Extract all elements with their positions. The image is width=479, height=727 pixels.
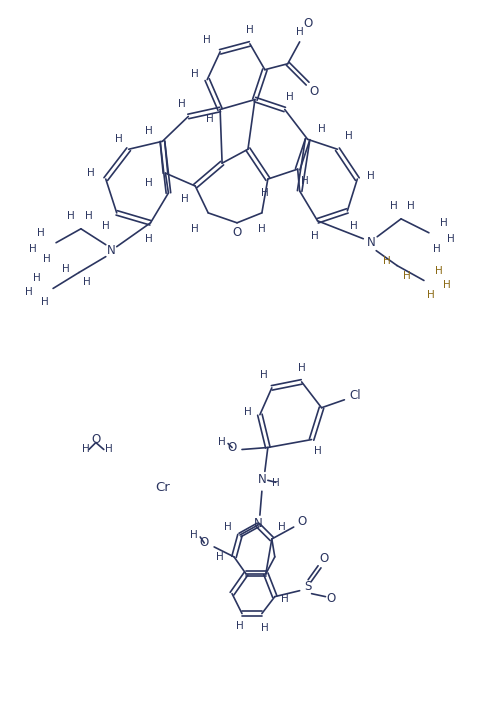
Text: H: H [82, 444, 90, 454]
Text: H: H [311, 230, 319, 241]
Text: H: H [246, 25, 254, 35]
Text: H: H [67, 211, 75, 221]
Text: H: H [145, 178, 152, 188]
Text: H: H [85, 211, 93, 221]
Text: H: H [260, 370, 268, 380]
Text: H: H [427, 290, 435, 300]
Text: H: H [29, 244, 37, 254]
Text: H: H [41, 297, 49, 308]
Text: H: H [25, 287, 33, 297]
Text: H: H [383, 256, 391, 265]
Text: Cl: Cl [350, 390, 361, 402]
Text: H: H [345, 132, 353, 141]
Text: H: H [105, 444, 113, 454]
Text: H: H [281, 594, 289, 603]
Text: H: H [236, 622, 244, 632]
Text: O: O [309, 85, 318, 98]
Text: N: N [253, 517, 262, 529]
Text: H: H [62, 264, 70, 273]
Text: H: H [367, 171, 375, 181]
Text: H: H [301, 176, 308, 186]
Text: H: H [203, 35, 211, 45]
Text: O: O [327, 592, 336, 605]
Text: H: H [182, 194, 189, 204]
Text: N: N [258, 473, 266, 486]
Text: H: H [296, 27, 304, 37]
Text: H: H [433, 244, 441, 254]
Text: H: H [351, 221, 358, 230]
Text: O: O [232, 226, 241, 239]
Text: H: H [407, 201, 415, 211]
Text: O: O [319, 553, 328, 566]
Text: H: H [43, 254, 51, 264]
Text: S: S [304, 580, 311, 593]
Text: N: N [367, 236, 376, 249]
Text: H: H [443, 281, 451, 291]
Text: H: H [298, 363, 306, 373]
Text: O: O [297, 515, 306, 528]
Text: H: H [440, 218, 448, 228]
Text: O: O [200, 537, 209, 550]
Text: H: H [435, 265, 443, 276]
Text: H: H [261, 624, 269, 633]
Text: H: H [286, 92, 294, 102]
Text: H: H [192, 68, 199, 79]
Text: N: N [106, 244, 115, 257]
Text: O: O [228, 441, 237, 454]
Text: H: H [403, 270, 411, 281]
Text: O: O [91, 433, 101, 446]
Text: H: H [390, 201, 398, 211]
Text: H: H [272, 478, 280, 489]
Text: H: H [83, 278, 91, 287]
Text: H: H [179, 99, 186, 108]
Text: H: H [145, 233, 152, 244]
Text: H: H [34, 273, 41, 284]
Text: H: H [258, 224, 266, 234]
Text: H: H [206, 114, 214, 124]
Text: H: H [102, 221, 110, 230]
Text: H: H [224, 522, 232, 532]
Text: H: H [318, 124, 325, 134]
Text: H: H [261, 188, 269, 198]
Text: H: H [278, 522, 285, 532]
Text: H: H [218, 436, 226, 446]
Text: H: H [115, 134, 123, 144]
Text: H: H [145, 126, 152, 137]
Text: H: H [37, 228, 45, 238]
Text: H: H [447, 233, 455, 244]
Text: H: H [190, 530, 198, 540]
Text: O: O [303, 17, 312, 31]
Text: H: H [87, 168, 95, 178]
Text: H: H [192, 224, 199, 234]
Text: H: H [314, 446, 321, 457]
Text: Cr: Cr [155, 481, 170, 494]
Text: H: H [244, 406, 252, 417]
Text: H: H [216, 552, 224, 562]
